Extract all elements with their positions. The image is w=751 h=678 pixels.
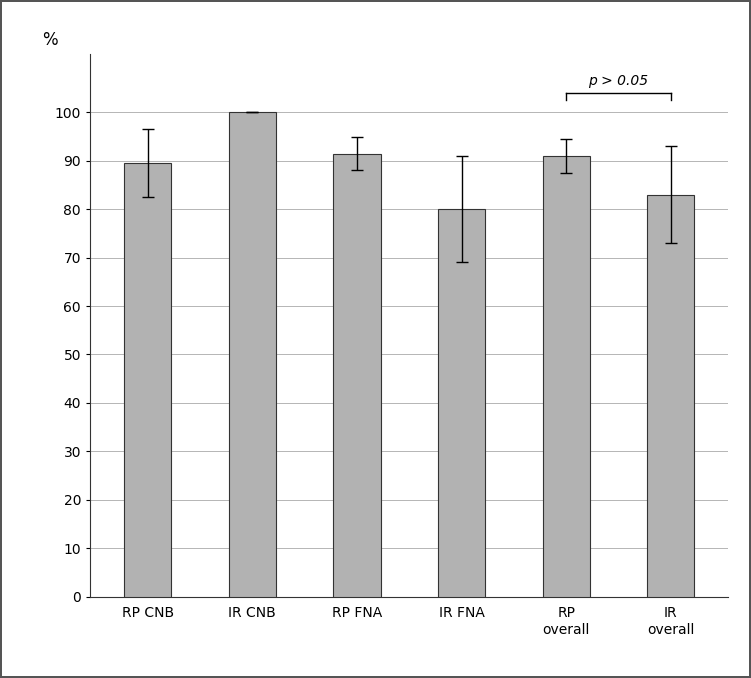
Text: p > 0.05: p > 0.05 [589,74,649,88]
Bar [543,156,590,597]
Bar [647,195,695,597]
Bar [124,163,171,597]
Bar [229,113,276,597]
Bar [333,153,381,597]
Text: %: % [42,31,58,49]
Bar [438,210,485,597]
